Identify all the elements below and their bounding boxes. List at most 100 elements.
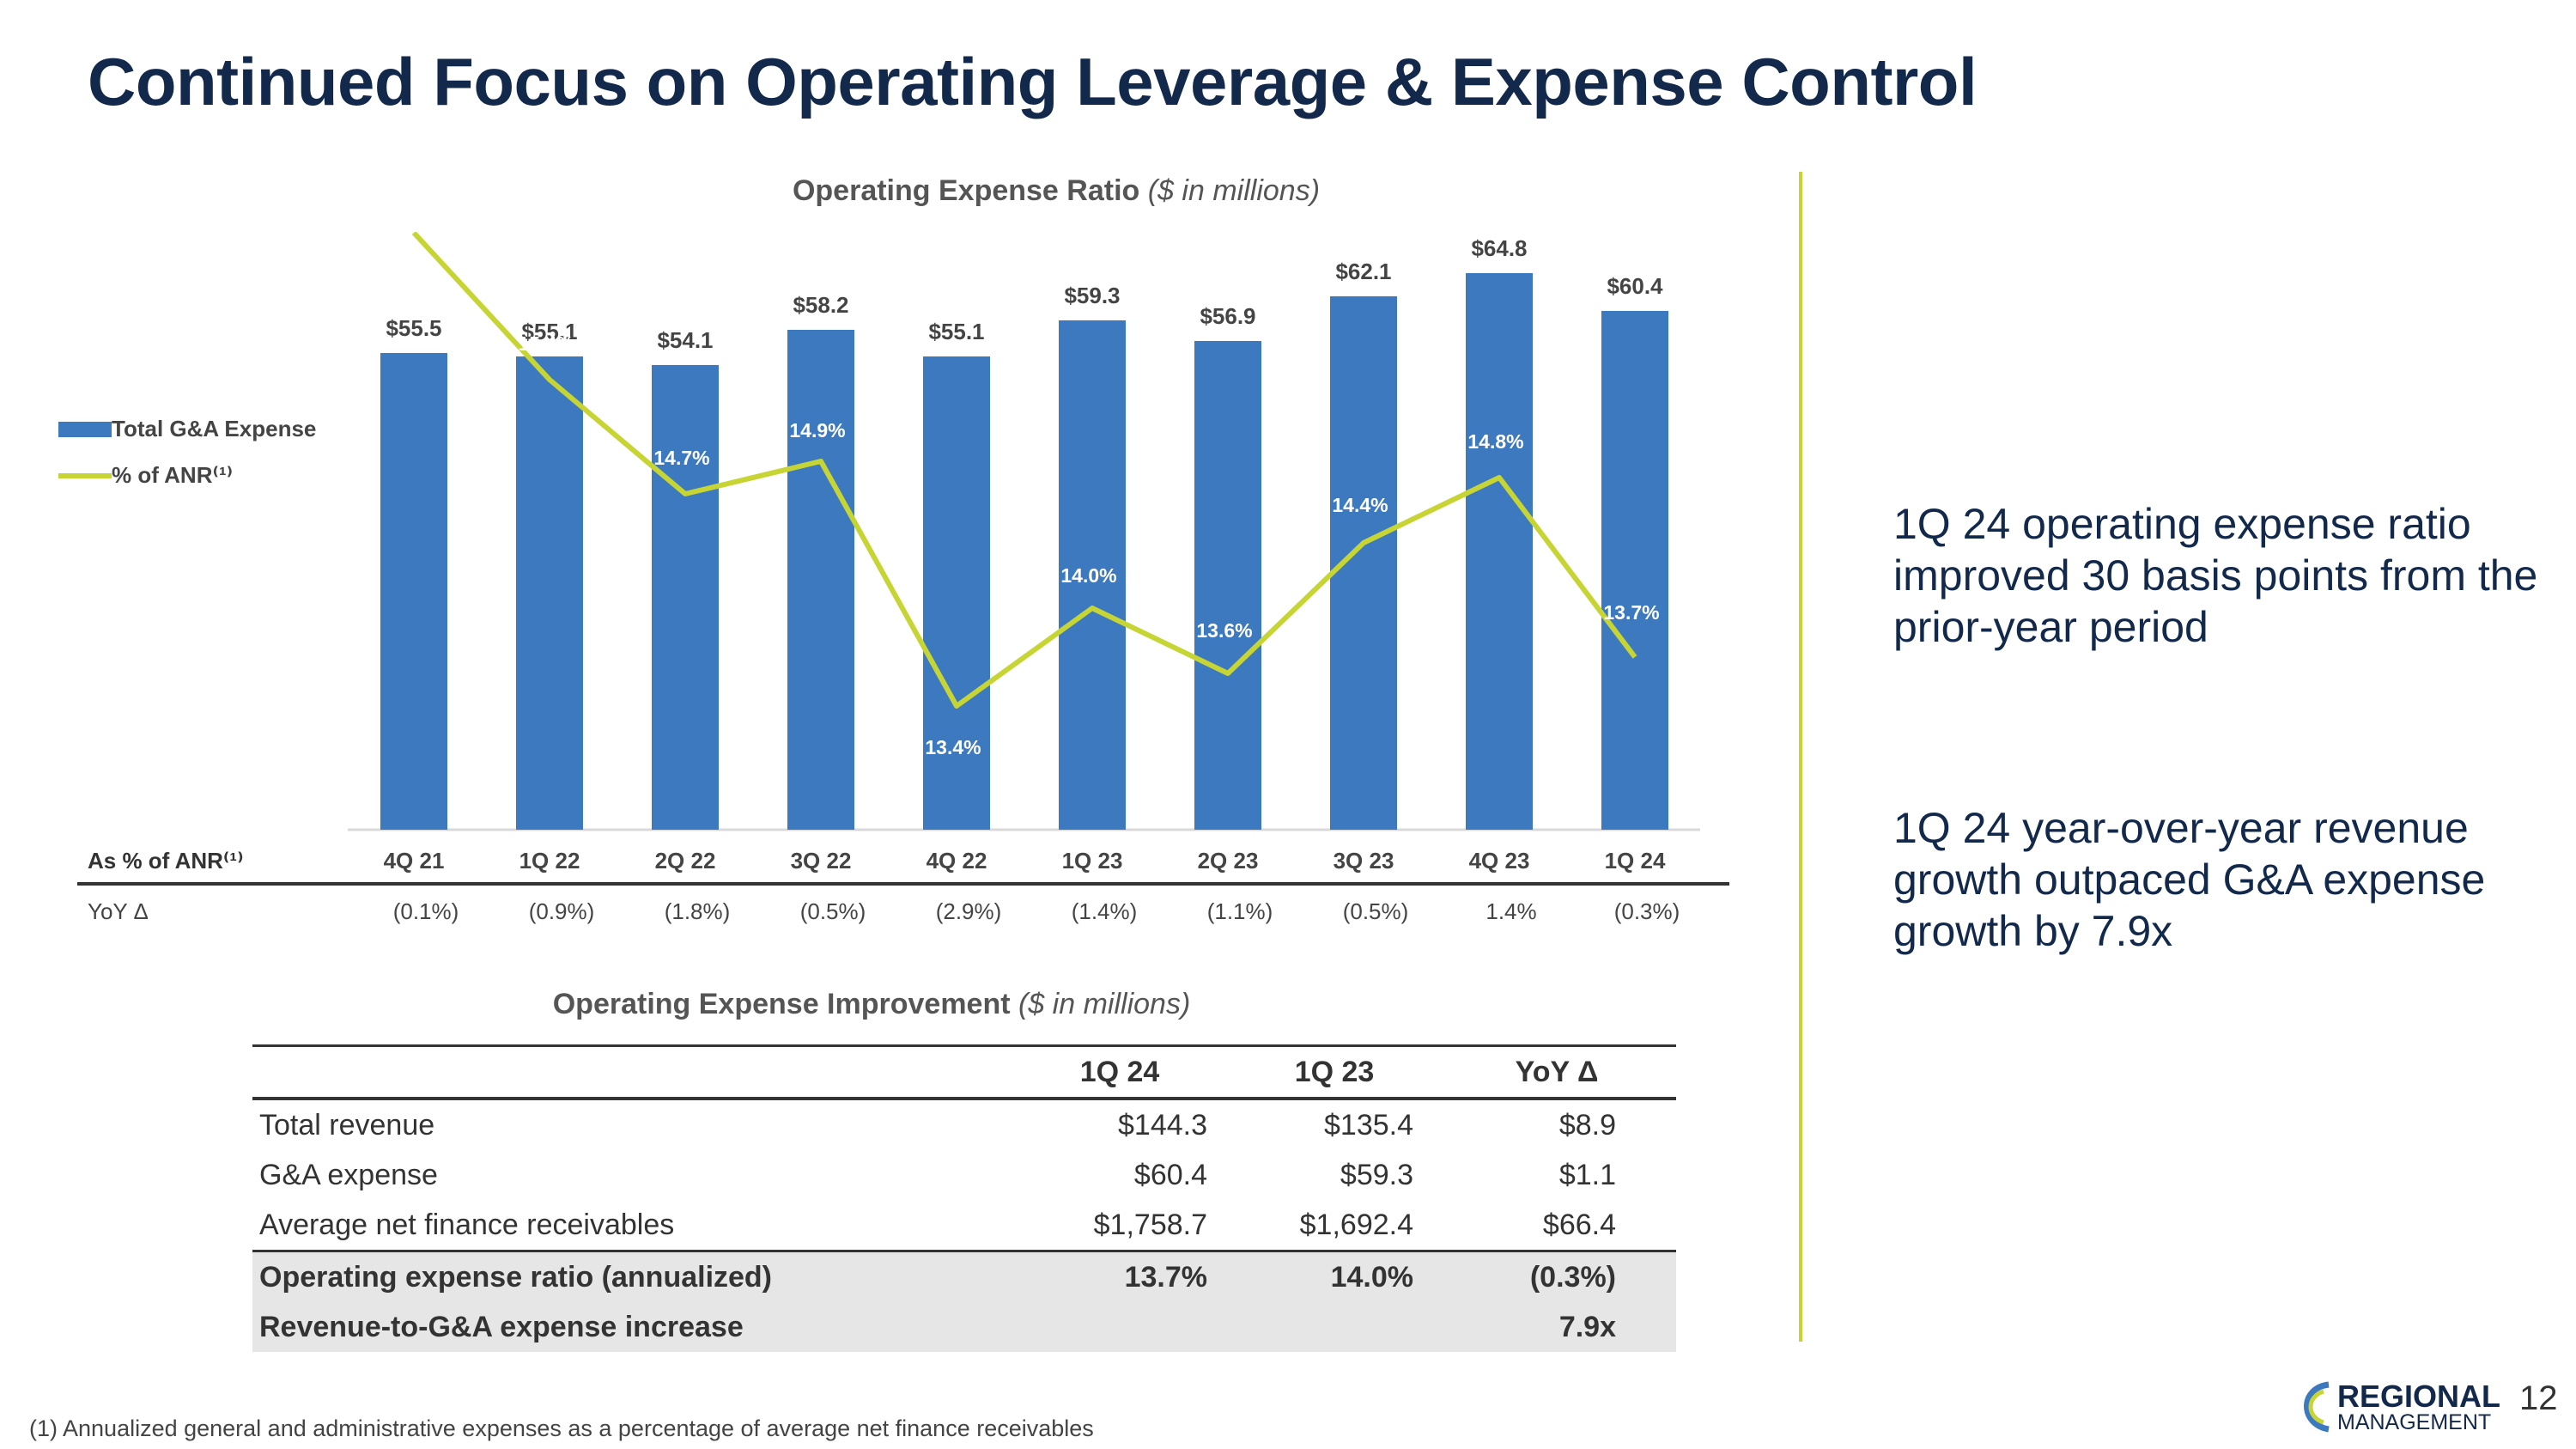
table-header-row: 1Q 24 1Q 23 YoY Δ <box>252 1045 1676 1099</box>
table-title: Operating Expense Improvement ($ in mill… <box>0 988 1743 1021</box>
row-label: Total revenue <box>259 1108 435 1142</box>
table-title-sub: ($ in millions) <box>1018 988 1191 1020</box>
summary-value-yoy: 7.9x <box>1437 1302 1676 1352</box>
line-value-label: 13.4% <box>925 736 981 758</box>
callout-expense-ratio: 1Q 24 operating expense ratio improved 3… <box>1893 500 2538 651</box>
line-value-label: 14.9% <box>789 419 845 441</box>
row-value-1q24: $1,758.7 <box>1093 1208 1207 1241</box>
summary-value-1q23 <box>1231 1302 1437 1352</box>
yoy-value: (0.1%) <box>392 898 459 924</box>
footnote: (1) Annualized general and administrativ… <box>29 1416 1094 1441</box>
bar-value-label: $60.4 <box>1607 273 1663 299</box>
row-value-yoy: $8.9 <box>1558 1108 1616 1142</box>
row-value-1q23: $1,692.4 <box>1299 1208 1413 1241</box>
axis-divider <box>77 882 1729 886</box>
yoy-value: (1.8%) <box>664 898 731 924</box>
bar-value-label: $62.1 <box>1335 259 1391 284</box>
chart-title: Operating Expense Ratio ($ in millions) <box>0 174 2112 208</box>
logo-swoosh-accent-icon <box>2308 1389 2324 1425</box>
category-tick-label: 1Q 22 <box>519 848 580 874</box>
table-summary-row: Operating expense ratio (annualized) 13.… <box>252 1251 1676 1302</box>
series-line-pct-anr <box>411 232 1637 709</box>
bar-3q-22 <box>787 330 854 830</box>
category-tick-label: 4Q 21 <box>383 848 445 874</box>
summary-label: Revenue-to-G&A expense increase <box>252 1302 1008 1352</box>
legend-item-bars: Total G&A Expense <box>58 416 316 442</box>
row-label: Average net finance receivables <box>259 1208 675 1241</box>
table-row: Average net finance receivables $1,758.7… <box>252 1200 1676 1251</box>
row-value-yoy: $66.4 <box>1542 1208 1616 1241</box>
table-row: G&A expense $60.4 $59.3 $1.1 <box>252 1150 1676 1200</box>
bar-1q-23 <box>1059 320 1126 830</box>
summary-value-1q24: 13.7% <box>1008 1251 1231 1302</box>
category-tick-label: 1Q 23 <box>1061 848 1123 874</box>
company-logo: REGIONAL MANAGEMENT <box>2304 1379 2500 1434</box>
bar-value-label: $64.8 <box>1471 235 1527 261</box>
bar-1q-22 <box>516 356 583 830</box>
operating-expense-chart: $55.5 $55.1 $54.1 $58.2 $55.1 $59.3 $56.9 $62.1… <box>348 232 1700 831</box>
bar-4q-23 <box>1466 273 1533 830</box>
bar-4q-21 <box>380 353 447 830</box>
row-value-1q23: $59.3 <box>1340 1158 1413 1191</box>
row-value-yoy: $1.1 <box>1558 1158 1616 1191</box>
row-label: G&A expense <box>259 1158 438 1191</box>
callout-revenue-growth: 1Q 24 year-over-year revenue growth outp… <box>1893 804 2486 955</box>
line-value-label: 15.4% <box>518 332 574 355</box>
bar-4q-22 <box>923 356 990 830</box>
yoy-value: (1.4%) <box>1071 898 1138 924</box>
yoy-value: (1.1%) <box>1206 898 1273 924</box>
legend-label-line: % of ANR⁽¹⁾ <box>112 462 234 488</box>
table-header-label <box>252 1046 1008 1099</box>
page-number: 12 <box>2519 1379 2558 1417</box>
chart-title-main: Operating Expense Ratio <box>792 174 1140 207</box>
table-title-main: Operating Expense Improvement <box>552 988 1011 1020</box>
row-value-1q24: $60.4 <box>1133 1158 1207 1191</box>
category-tick-label: 2Q 23 <box>1197 848 1259 874</box>
category-tick-label: 1Q 24 <box>1604 848 1666 874</box>
axis-row-label: As % of ANR⁽¹⁾ <box>88 848 244 874</box>
legend-swatch-bar <box>58 421 112 437</box>
bar-value-label: $56.9 <box>1200 303 1255 329</box>
yoy-value: (0.9%) <box>528 898 595 924</box>
bar-value-label: $54.1 <box>657 327 713 353</box>
category-tick-label: 3Q 22 <box>790 848 852 874</box>
bar-value-label: $55.1 <box>521 319 577 344</box>
line-value-label: 14.0% <box>1060 564 1116 587</box>
yoy-value: 1.4% <box>1485 898 1537 924</box>
line-value-label: 13.6% <box>1196 619 1252 642</box>
bar-value-label: $55.1 <box>928 319 984 344</box>
line-value-label: 14.8% <box>1467 430 1523 453</box>
bar-2q-22 <box>652 365 719 830</box>
legend-swatch-line <box>58 472 112 478</box>
row-value-1q24: $144.3 <box>1118 1108 1207 1142</box>
table-summary-row: Revenue-to-G&A expense increase 7.9x <box>252 1302 1676 1352</box>
yoy-value: (0.5%) <box>1342 898 1409 924</box>
category-tick-label: 3Q 23 <box>1333 848 1394 874</box>
bar-1q-24 <box>1601 311 1668 830</box>
legend-item-line: % of ANR⁽¹⁾ <box>58 462 233 489</box>
page-title: Continued Focus on Operating Leverage & … <box>88 44 1978 119</box>
bar-2q-23 <box>1194 341 1261 830</box>
table-header-yoy: YoY Δ <box>1515 1055 1599 1088</box>
summary-value-1q23: 14.0% <box>1231 1251 1437 1302</box>
chart-title-sub: ($ in millions) <box>1147 174 1321 207</box>
row-value-1q23: $135.4 <box>1324 1108 1413 1142</box>
table-row: Total revenue $144.3 $135.4 $8.9 <box>252 1099 1676 1150</box>
expense-table: 1Q 24 1Q 23 YoY Δ Total revenue $144.3 $… <box>252 1044 1676 1352</box>
category-tick-label: 2Q 22 <box>654 848 716 874</box>
yoy-value: (2.9%) <box>935 898 1002 924</box>
summary-value-1q24 <box>1008 1302 1231 1352</box>
table-header-1q24: 1Q 24 <box>1079 1055 1160 1088</box>
bar-value-label: $55.5 <box>386 315 441 341</box>
bar-value-label: $59.3 <box>1064 283 1120 308</box>
line-value-label: 14.4% <box>1332 494 1388 516</box>
category-tick-label: 4Q 23 <box>1468 848 1530 874</box>
line-value-label: 13.7% <box>1603 601 1659 624</box>
table-header-1q23: 1Q 23 <box>1294 1055 1375 1088</box>
logo-line1: REGIONAL <box>2337 1379 2500 1414</box>
yoy-value: (0.3%) <box>1613 898 1680 924</box>
logo-line2: MANAGEMENT <box>2337 1410 2491 1434</box>
summary-value-yoy: (0.3%) <box>1437 1251 1676 1302</box>
yoy-value: (0.5%) <box>799 898 866 924</box>
line-value-label: 14.7% <box>653 447 709 469</box>
